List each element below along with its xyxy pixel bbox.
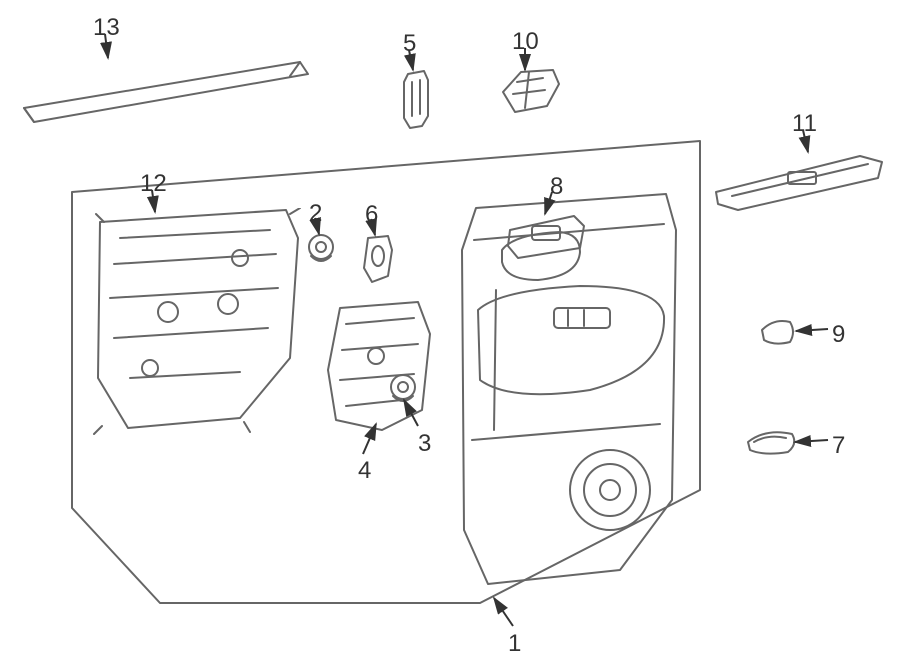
callout-label-5: 5: [403, 32, 416, 56]
callout-label-6: 6: [365, 203, 378, 227]
callout-label-3: 3: [418, 432, 431, 456]
callout-label-1: 1: [508, 632, 521, 656]
callout-label-9: 9: [832, 323, 845, 347]
callout-label-4: 4: [358, 459, 371, 483]
callout-label-11: 11: [792, 112, 817, 136]
callout-label-8: 8: [550, 175, 563, 199]
callout-label-2: 2: [309, 202, 322, 226]
callout-arrows: [0, 0, 900, 661]
callout-label-10: 10: [512, 30, 539, 54]
callout-label-12: 12: [140, 172, 167, 196]
callout-label-13: 13: [93, 16, 120, 40]
callout-label-7: 7: [832, 434, 845, 458]
diagram-canvas: 1 2 3 4 5 6 7 8 9 10 11 12 13: [0, 0, 900, 661]
